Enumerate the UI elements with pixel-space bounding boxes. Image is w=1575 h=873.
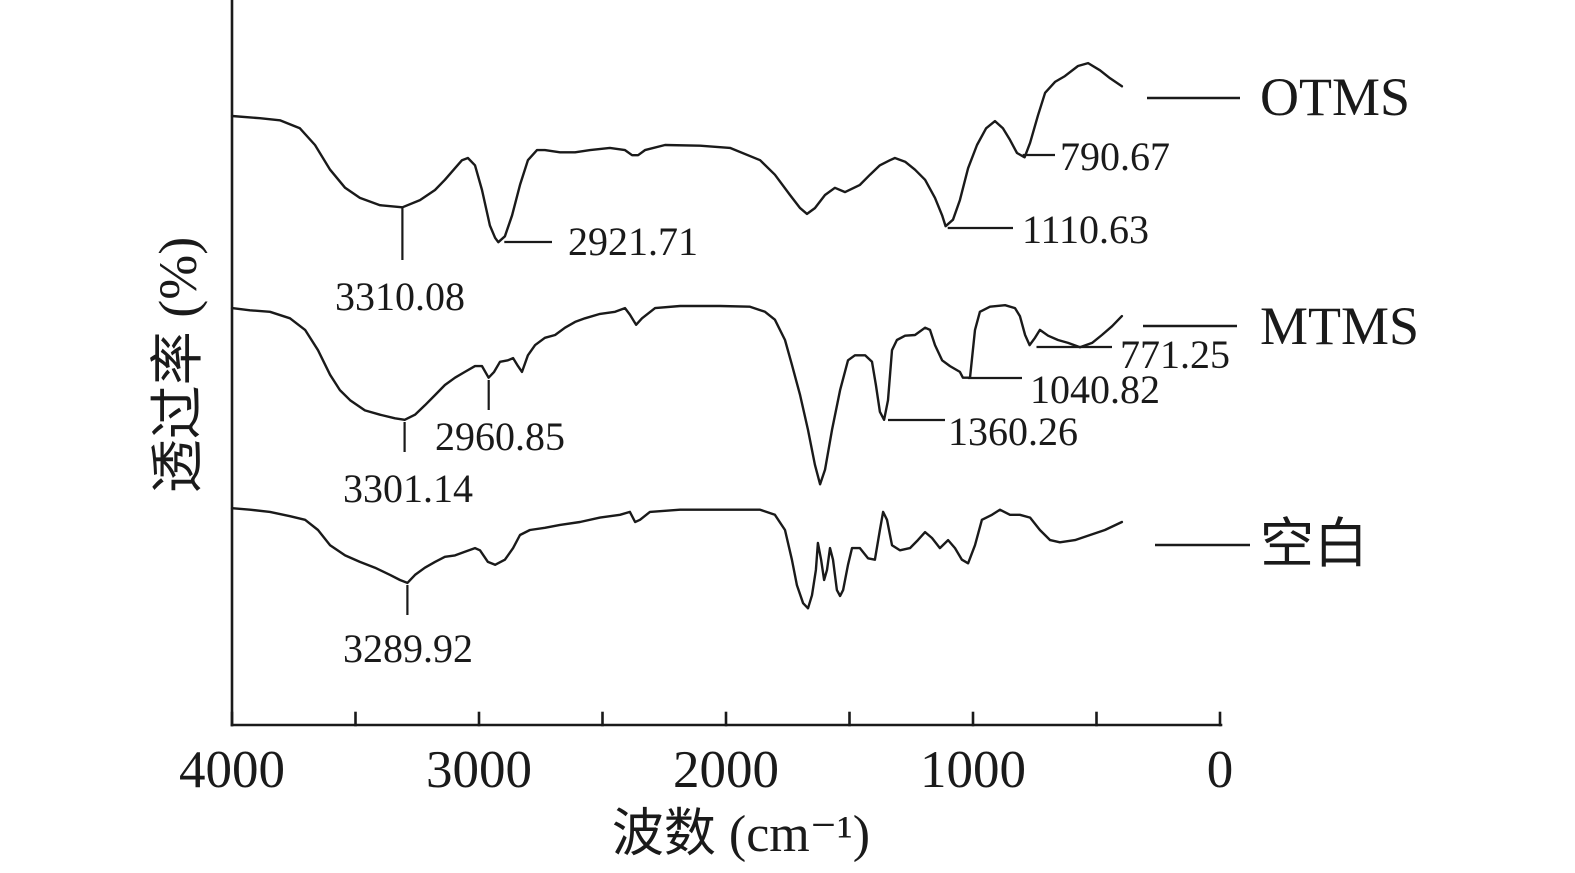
x-tick-label: 3000 [426, 741, 532, 799]
peak-annotation-label: 1360.26 [948, 409, 1078, 454]
peak-annotation-label: 3301.14 [343, 466, 473, 511]
peak-annotation: 1110.63 [947, 207, 1149, 252]
legend: OTMS MTMS 空白 [1143, 67, 1419, 574]
peak-annotation: 3289.92 [343, 585, 473, 671]
legend-item-mtms: MTMS [1143, 296, 1419, 356]
spectra [230, 61, 1124, 610]
x-tick-label: 0 [1207, 741, 1234, 799]
peak-annotation: 790.67 [1022, 134, 1170, 179]
x-tick-labels: 4000 3000 2000 1000 0 [179, 741, 1233, 799]
x-ticks [230, 711, 1222, 727]
x-tick-label: 4000 [179, 741, 285, 799]
peak-annotation: 3310.08 [335, 207, 465, 319]
peak-annotation-label: 2921.71 [568, 219, 698, 264]
peak-annotation: 1040.82 [967, 367, 1160, 412]
peak-annotation-label: 3310.08 [335, 274, 465, 319]
peak-annotation: 771.25 [1036, 332, 1230, 377]
peak-annotations: 3310.08 2921.71 1110.63 790.67 3301.14 2960.8… [335, 134, 1230, 671]
legend-label-blank: 空白 [1260, 514, 1368, 574]
x-tick-label: 1000 [920, 741, 1026, 799]
spectrum-line-otms [230, 61, 1124, 244]
x-axis-label: 波数 (cm⁻¹) [612, 806, 870, 863]
peak-annotation: 1360.26 [888, 409, 1078, 454]
peak-annotation-label: 1110.63 [1022, 207, 1149, 252]
x-tick-label: 2000 [673, 741, 779, 799]
peak-annotation-label: 790.67 [1060, 134, 1170, 179]
y-axis-label: 透过率 (%) [148, 237, 208, 493]
peak-annotation-label: 1040.82 [1030, 367, 1160, 412]
peak-annotation: 2921.71 [504, 219, 698, 264]
legend-label-otms: OTMS [1260, 67, 1410, 127]
peak-annotation: 2960.85 [435, 380, 565, 459]
peak-annotation-label: 2960.85 [435, 414, 565, 459]
axes [230, 0, 1223, 727]
peak-annotation-label: 3289.92 [343, 626, 473, 671]
legend-item-blank: 空白 [1155, 514, 1368, 574]
peak-annotation: 3301.14 [343, 422, 473, 511]
spectrum-line-blank [230, 507, 1124, 610]
spectrum-line-mtms [230, 304, 1124, 486]
legend-label-mtms: MTMS [1260, 296, 1419, 356]
legend-item-otms: OTMS [1147, 67, 1410, 127]
peak-annotation-label: 771.25 [1120, 332, 1230, 377]
